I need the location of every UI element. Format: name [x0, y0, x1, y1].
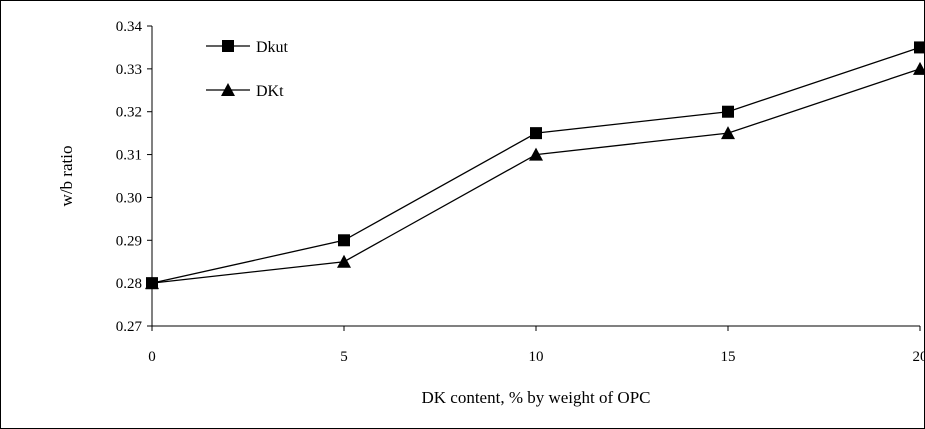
y-tick-label: 0.31 [116, 148, 142, 164]
series-dkut [146, 41, 925, 290]
x-tick-label: 20 [913, 349, 925, 365]
x-axis-title: DK content, % by weight of OPC [421, 388, 650, 407]
x-tick-label: 15 [721, 349, 736, 365]
data-point-dkut [530, 127, 542, 140]
legend-marker-dkut [222, 40, 234, 52]
data-point-dkt [145, 276, 159, 290]
y-tick-label: 0.29 [116, 233, 142, 249]
x-tick-label: 10 [529, 349, 544, 365]
y-tick-label: 0.34 [116, 19, 143, 35]
y-axis-title: w/b ratio [57, 146, 76, 207]
data-point-dkt [529, 147, 543, 161]
x-ticks: 0 5 10 15 20 [148, 326, 925, 365]
legend-label-dkut: Dkut [256, 39, 289, 56]
data-point-dkt [721, 126, 735, 140]
data-point-dkut [914, 41, 925, 54]
axes [151, 26, 920, 327]
series-line-dkt [151, 68, 921, 284]
series-layer [145, 41, 925, 290]
y-tick-label: 0.32 [116, 105, 142, 121]
y-tick-label: 0.30 [116, 190, 142, 206]
legend-marker-dkt [221, 83, 235, 96]
y-tick-label: 0.28 [116, 276, 142, 292]
x-tick-label: 0 [148, 349, 156, 365]
data-point-dkut [722, 105, 734, 118]
x-tick-label: 5 [340, 349, 348, 365]
legend: Dkut DKt [206, 39, 289, 100]
series-dkt [145, 61, 925, 290]
data-point-dkt [913, 61, 925, 75]
y-ticks: 0.27 0.28 0.29 0.30 0.31 0.32 0.33 0.34 [116, 19, 152, 335]
y-tick-label: 0.33 [116, 62, 142, 78]
data-point-dkut [338, 234, 350, 247]
data-point-dkt [337, 254, 351, 268]
y-tick-label: 0.27 [116, 319, 143, 335]
legend-label-dkt: DKt [256, 83, 284, 100]
